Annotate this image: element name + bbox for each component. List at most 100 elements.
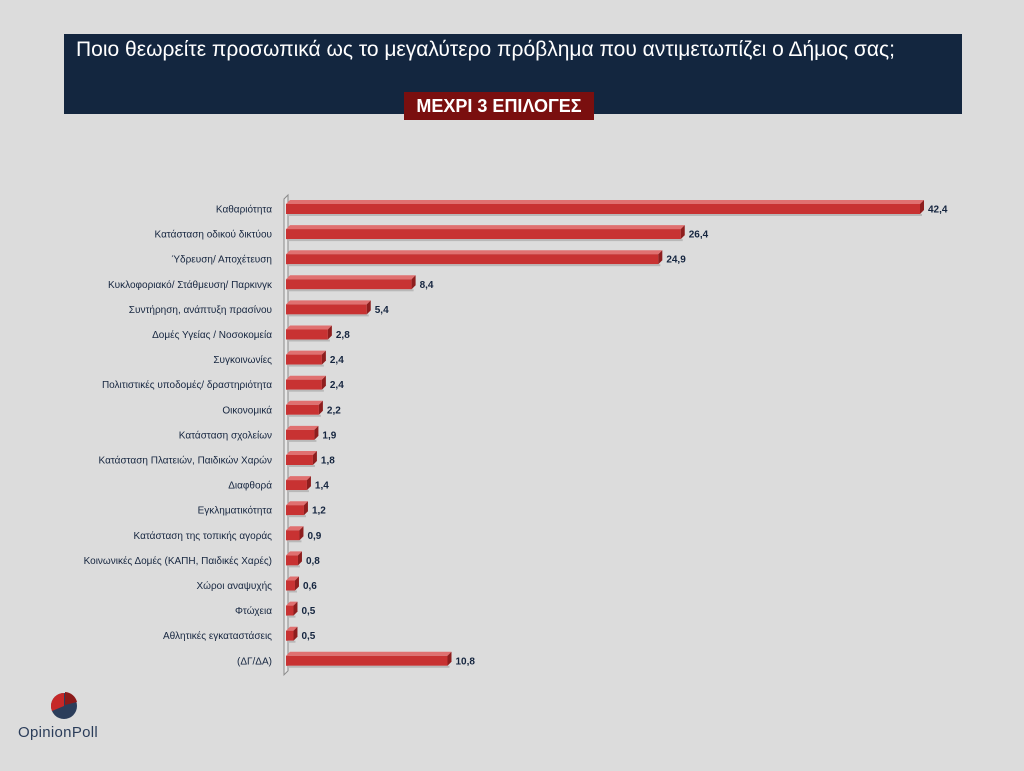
- category-label-9: Κατάσταση σχολείων: [179, 429, 272, 441]
- bar-top-18: [286, 651, 452, 656]
- bar-side-5: [327, 325, 332, 340]
- bar-shadow-3: [288, 289, 414, 292]
- value-label-6: 2,4: [330, 355, 344, 366]
- bar-side-9: [314, 425, 319, 440]
- category-label-5: Δομές Υγείας / Νοσοκομεία: [152, 329, 272, 341]
- bar-0: [286, 204, 920, 214]
- bar-top-9: [286, 425, 319, 430]
- chart-subtitle: ΜΕΧΡΙ 3 ΕΠΙΛΟΓΕΣ: [404, 92, 594, 120]
- bar-shadow-16: [288, 615, 296, 618]
- bar-8: [286, 404, 319, 415]
- bar-side-18: [447, 651, 452, 666]
- value-label-5: 2,8: [336, 330, 350, 341]
- category-label-8: Οικονομικά: [222, 404, 272, 416]
- bar-side-3: [411, 275, 416, 290]
- value-label-10: 1,8: [321, 456, 335, 467]
- bar-top-14: [286, 551, 302, 556]
- pie-logo-icon: [50, 692, 77, 719]
- bar-14: [286, 555, 298, 566]
- bar-shadow-18: [288, 665, 450, 668]
- category-label-7: Πολιτιστικές υποδομές/ δραστηριότητα: [102, 379, 272, 391]
- bar-side-11: [306, 476, 311, 491]
- bar-shadow-15: [288, 590, 297, 593]
- category-label-11: Διαφθορά: [228, 480, 272, 492]
- bar-top-15: [286, 576, 299, 581]
- category-label-10: Κατάσταση Πλατειών, Παιδικών Χαρών: [99, 455, 272, 467]
- bar-top-17: [286, 626, 298, 631]
- value-label-1: 26,4: [689, 230, 709, 241]
- bar-top-4: [286, 300, 371, 305]
- bar-16: [286, 605, 294, 616]
- bar-side-6: [321, 350, 326, 365]
- bar-7: [286, 379, 322, 390]
- bar-side-0: [920, 200, 924, 214]
- bar-4: [286, 304, 367, 315]
- bar-shadow-13: [288, 540, 302, 543]
- bar-side-14: [297, 551, 302, 566]
- logo-text-a: Opinion: [18, 724, 72, 741]
- bar-shadow-5: [288, 339, 330, 342]
- category-label-16: Φτώχεια: [235, 605, 272, 617]
- bar-shadow-1: [288, 239, 683, 242]
- bar-top-8: [286, 400, 323, 405]
- bar-side-7: [321, 375, 326, 390]
- bar-1: [286, 229, 681, 240]
- bar-side-17: [293, 626, 298, 641]
- bar-top-5: [286, 325, 332, 330]
- bar-11: [286, 480, 307, 491]
- bar-top-12: [286, 501, 308, 506]
- bar-shadow-9: [288, 439, 317, 442]
- logo-text: OpinionPoll: [18, 724, 98, 741]
- bar-shadow-2: [288, 264, 661, 267]
- bar-side-8: [318, 400, 323, 415]
- bar-5: [286, 329, 328, 340]
- bar-top-16: [286, 601, 298, 606]
- bar-side-12: [303, 501, 308, 516]
- category-label-12: Εγκληματικότητα: [198, 505, 273, 517]
- chart-title: Ποιο θεωρείτε προσωπικά ως το μεγαλύτερο…: [76, 38, 895, 61]
- bar-top-11: [286, 476, 311, 481]
- bar-top-1: [286, 225, 685, 230]
- bar-side-10: [312, 451, 317, 465]
- value-label-16: 0,5: [301, 606, 315, 617]
- bar-top-2: [286, 250, 663, 255]
- bar-side-1: [680, 225, 685, 240]
- bar-2: [286, 254, 659, 265]
- value-label-9: 1,9: [322, 430, 336, 441]
- bar-10: [286, 455, 313, 465]
- bar-shadow-0: [288, 214, 922, 216]
- category-label-1: Κατάσταση οδικού δικτύου: [155, 229, 272, 241]
- bar-12: [286, 505, 304, 516]
- bar-15: [286, 580, 295, 591]
- bar-18: [286, 655, 448, 666]
- opinionpoll-logo: OpinionPoll: [18, 690, 118, 750]
- value-label-14: 0,8: [306, 556, 320, 567]
- category-label-0: Καθαριότητα: [216, 204, 272, 216]
- bar-shadow-6: [288, 364, 324, 367]
- category-label-14: Κοινωνικές Δομές (ΚΑΠΗ, Παιδικές Χαρές): [84, 555, 272, 567]
- bar-shadow-8: [288, 414, 321, 417]
- bar-top-0: [286, 200, 924, 204]
- bar-side-13: [299, 526, 304, 541]
- category-label-6: Συγκοινωνίες: [213, 354, 272, 366]
- bar-6: [286, 354, 322, 365]
- value-label-4: 5,4: [375, 305, 389, 316]
- bar-side-16: [293, 601, 298, 616]
- bar-top-3: [286, 275, 416, 280]
- value-label-0: 42,4: [928, 205, 948, 216]
- category-label-18: (ΔΓ/ΔΑ): [237, 656, 272, 667]
- bar-top-7: [286, 375, 326, 380]
- bar-9: [286, 429, 315, 440]
- category-label-17: Αθλητικές εγκαταστάσεις: [163, 630, 272, 642]
- value-label-18: 10,8: [455, 656, 475, 667]
- bar-top-6: [286, 350, 326, 355]
- value-label-15: 0,6: [303, 581, 317, 592]
- bar-side-4: [366, 300, 371, 315]
- bar-top-10: [286, 451, 317, 455]
- category-label-13: Κατάσταση της τοπικής αγοράς: [134, 530, 273, 542]
- value-label-8: 2,2: [327, 405, 341, 416]
- value-label-2: 24,9: [666, 255, 686, 266]
- value-label-13: 0,9: [307, 531, 321, 542]
- bar-side-2: [658, 250, 663, 265]
- bar-shadow-12: [288, 515, 306, 518]
